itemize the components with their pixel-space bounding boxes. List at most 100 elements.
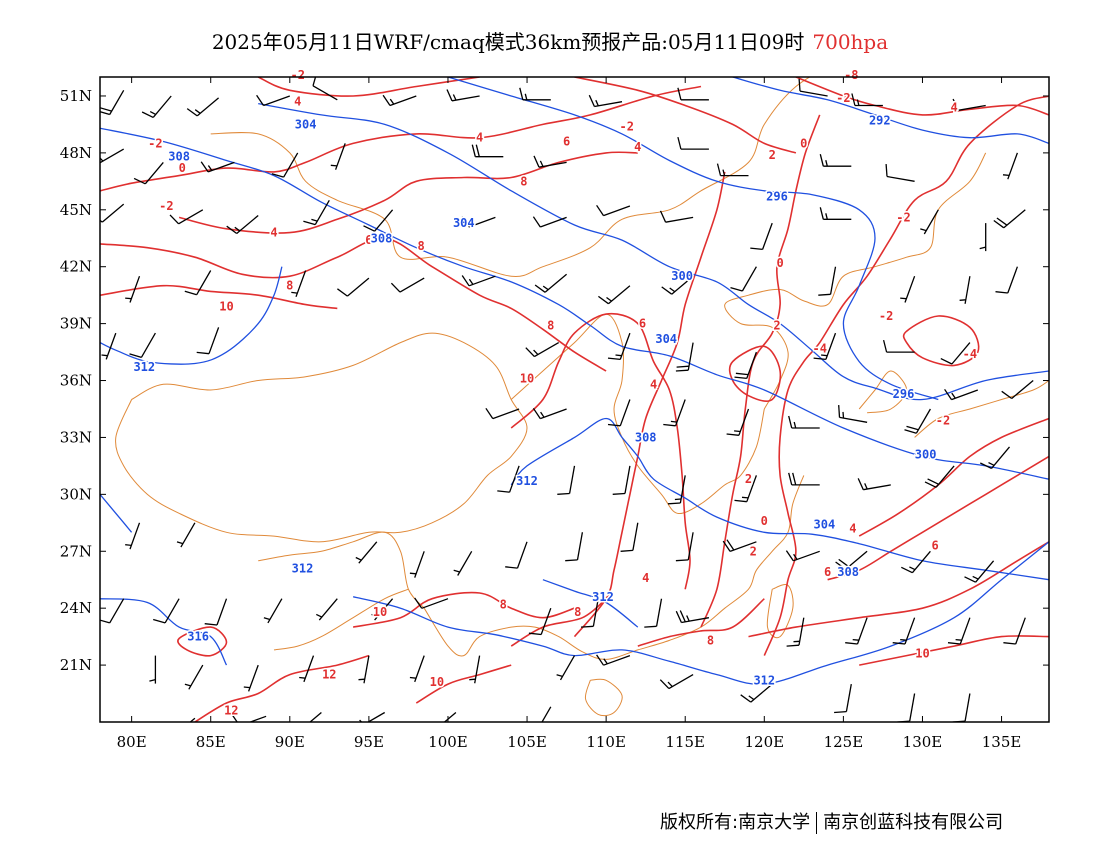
wind-barb (818, 266, 837, 296)
temperature-label: -4 (812, 341, 826, 355)
height-label: 308 (837, 565, 859, 579)
temperature-contour (748, 541, 1049, 638)
height-label: 312 (516, 474, 538, 488)
temperature-label: 4 (294, 95, 301, 109)
wind-barb (299, 655, 315, 683)
wind-barb (355, 541, 378, 564)
height-label: 300 (671, 269, 693, 283)
temperature-label: -2 (896, 210, 910, 224)
map-frame (99, 76, 1050, 723)
height-contour (542, 579, 639, 628)
wind-barb (580, 598, 599, 628)
wind-barb (659, 674, 694, 690)
temperature-contour (415, 664, 512, 704)
wind-barb (663, 399, 686, 427)
wind-barb (189, 717, 196, 722)
boundary-line (724, 152, 987, 410)
wind-barb (598, 285, 631, 305)
wind-barb (964, 560, 995, 583)
wind-barb (675, 532, 694, 562)
height-label: 308 (635, 430, 657, 444)
height-contour (258, 102, 1049, 401)
wind-barb (469, 655, 481, 684)
wind-barb (382, 94, 417, 107)
wind-barb (726, 408, 750, 436)
wind-barb (446, 89, 480, 102)
wind-barb (952, 693, 971, 722)
wind-barb (196, 327, 220, 355)
wind-barb (819, 207, 852, 220)
temperature-contour (178, 151, 638, 234)
x-tick-label: 135E (982, 733, 1022, 751)
temperature-label: -8 (844, 68, 858, 82)
wind-barb (993, 209, 1026, 229)
temperature-label: 10 (219, 300, 233, 314)
temperature-contour (510, 312, 691, 590)
temperature-label: 6 (563, 135, 570, 149)
boundary-line (914, 380, 1049, 438)
y-tick-label: 42N (60, 258, 92, 276)
wind-barb (750, 222, 773, 251)
wind-barb (204, 598, 228, 626)
height-label: 304 (655, 332, 677, 346)
temperature-contour (795, 77, 1049, 116)
temperature-label: 4 (650, 377, 657, 391)
wind-barb (519, 87, 551, 101)
temperature-label: 10 (373, 605, 387, 619)
temperature-label: 6 (365, 233, 372, 247)
wind-barb (1003, 617, 1026, 645)
temperature-label: 4 (849, 522, 856, 536)
temperature-label: -2 (936, 413, 950, 427)
temperature-label: -2 (836, 91, 850, 105)
temperature-label: 8 (417, 239, 424, 253)
wind-barb (788, 472, 820, 486)
height-contour (510, 417, 1049, 581)
wind-barb (885, 164, 915, 182)
temperature-label: 10 (520, 372, 534, 386)
wind-barb (900, 275, 916, 303)
wind-barb (722, 539, 757, 553)
y-tick-label: 48N (60, 144, 92, 162)
y-tick-label: 21N (60, 656, 92, 674)
wind-barb (677, 87, 709, 101)
wind-barb (980, 446, 1010, 469)
temperature-label: 0 (761, 514, 768, 528)
wind-barb (734, 351, 758, 380)
temperature-label: 10 (915, 647, 929, 661)
wind-barb (979, 223, 987, 252)
height-label: 296 (893, 387, 915, 401)
wind-barb (100, 203, 125, 223)
x-tick-label: 95E (354, 733, 384, 751)
wind-barb (256, 94, 291, 107)
wind-barb (786, 617, 805, 647)
boundary-line (273, 588, 409, 651)
wind-barb (952, 98, 986, 111)
wind-barb (851, 93, 883, 107)
boundary-line (510, 313, 765, 515)
y-tick-label: 51N (60, 87, 92, 105)
wind-barb (359, 711, 386, 722)
temperature-contour (510, 598, 607, 647)
wind-barb (461, 275, 496, 287)
wind-barb (740, 683, 773, 703)
wind-barb (390, 277, 425, 293)
height-contour (100, 598, 228, 666)
wind-barb (363, 209, 394, 232)
height-label: 312 (753, 673, 775, 687)
height-label: 312 (292, 561, 314, 575)
wind-barb (133, 161, 164, 185)
temperature-label: 8 (547, 319, 554, 333)
temperature-contour (763, 95, 1049, 656)
wind-barb (798, 78, 828, 97)
temperature-label: 12 (224, 704, 238, 718)
temperature-contour (827, 455, 1049, 581)
wind-barb (414, 597, 449, 609)
wind-barb (667, 475, 686, 505)
wind-barb (243, 664, 259, 692)
wind-barb (565, 532, 584, 562)
wind-barb (226, 215, 259, 235)
height-contour (352, 541, 1049, 685)
x-tick-label: 125E (824, 733, 864, 751)
wind-barb (940, 342, 971, 365)
y-tick-label: 36N (60, 372, 92, 390)
